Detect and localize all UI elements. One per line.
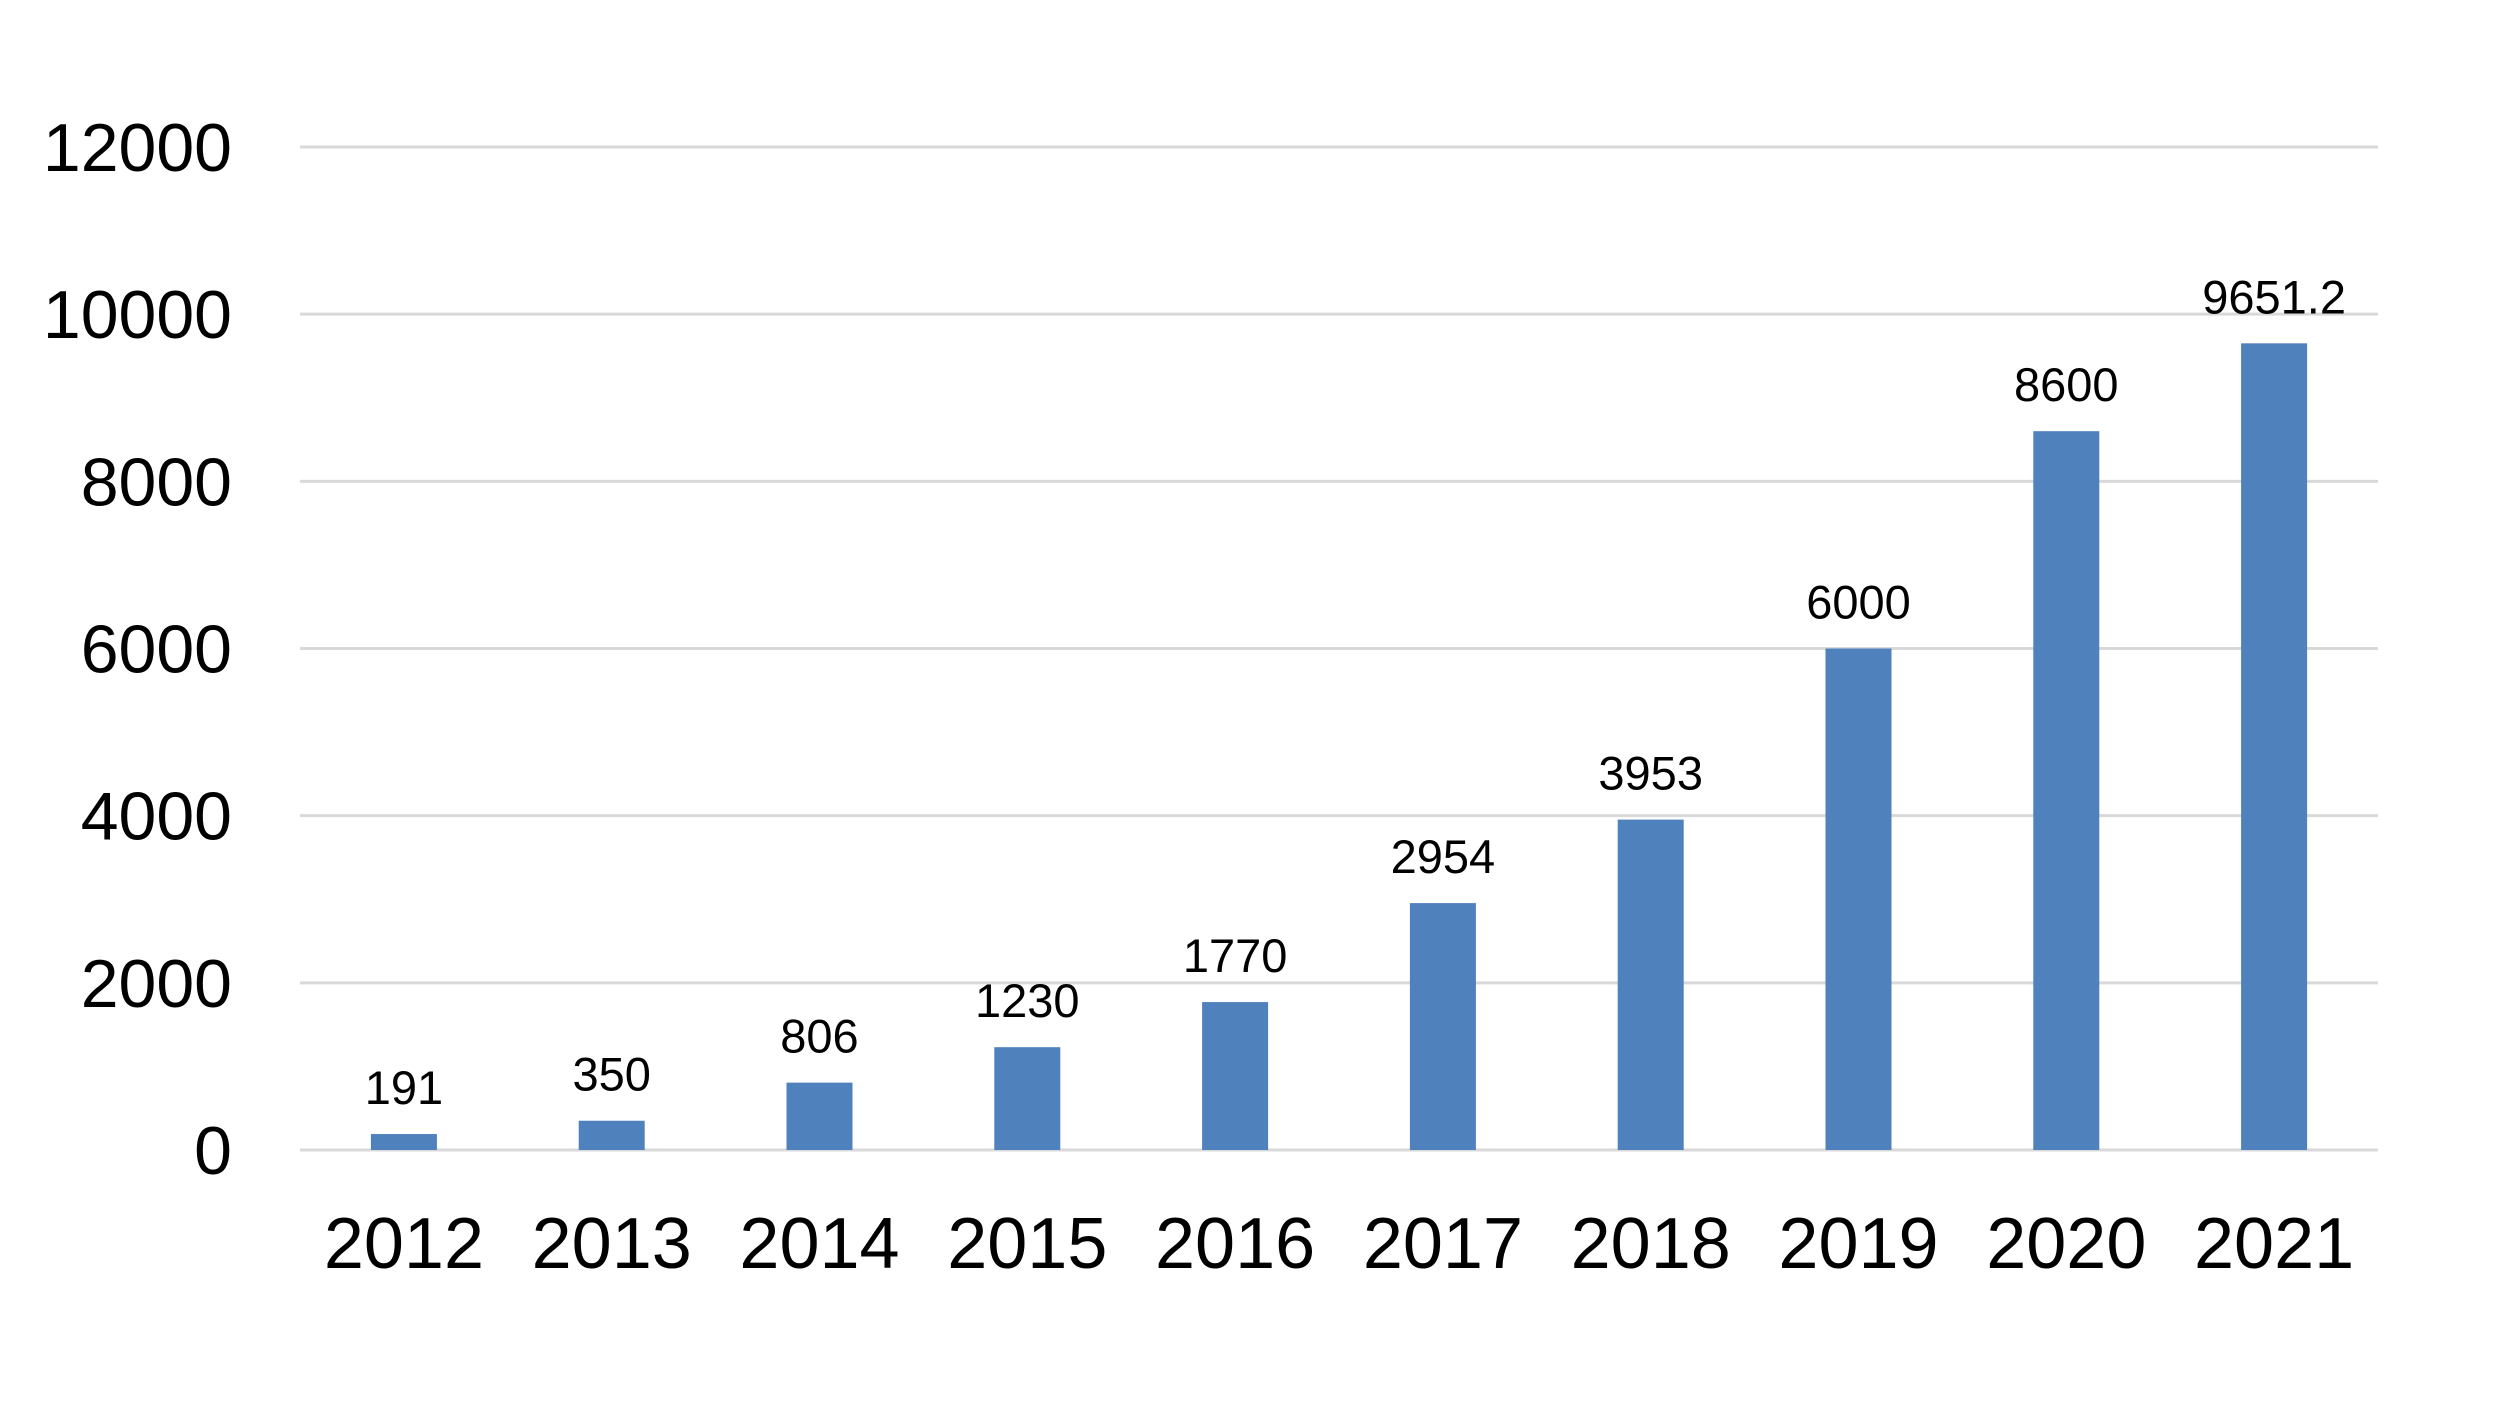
data-label: 8600 <box>2014 358 2119 411</box>
data-label: 3953 <box>1598 747 1703 800</box>
bars <box>370 343 2308 1150</box>
bar <box>1825 648 1892 1150</box>
x-tick-label: 2016 <box>1155 1204 1315 1284</box>
data-label: 350 <box>572 1048 650 1101</box>
data-label: 806 <box>780 1010 858 1063</box>
data-label: 191 <box>365 1061 443 1114</box>
bar <box>994 1047 1061 1150</box>
data-label: 6000 <box>1806 576 1911 629</box>
x-tick-label: 2015 <box>947 1204 1107 1284</box>
x-tick-label: 2013 <box>532 1204 692 1284</box>
bar <box>1202 1002 1269 1150</box>
x-tick-label: 2021 <box>2194 1204 2354 1284</box>
bar <box>578 1120 645 1150</box>
x-tick-label: 2018 <box>1571 1204 1731 1284</box>
data-label: 1770 <box>1183 929 1288 982</box>
x-tick-label: 2014 <box>739 1204 899 1284</box>
y-tick-label: 0 <box>194 1113 232 1189</box>
x-tick-label: 2017 <box>1363 1204 1523 1284</box>
y-tick-label: 2000 <box>81 946 232 1022</box>
x-axis-tick-labels: 2012 2013 2014 2015 2016 2017 2018 2019 2020 2021 <box>324 1204 2354 1284</box>
data-label: 1230 <box>975 974 1080 1027</box>
data-labels: 191 350 806 1230 1770 2954 3953 6000 8600 9651.2 <box>365 270 2346 1114</box>
y-axis-tick-labels: 0 2000 4000 6000 8000 10000 12000 <box>43 110 232 1189</box>
bar <box>2241 343 2308 1150</box>
bar <box>1409 903 1476 1150</box>
gridlines <box>300 145 2378 1152</box>
y-tick-label: 8000 <box>81 444 232 520</box>
bar <box>786 1082 853 1150</box>
y-tick-label: 6000 <box>81 612 232 688</box>
data-label: 9651.2 <box>2202 270 2346 323</box>
data-label: 2954 <box>1391 830 1496 883</box>
y-tick-label: 10000 <box>43 277 232 353</box>
bar <box>2033 431 2100 1150</box>
y-tick-label: 4000 <box>81 779 232 855</box>
x-tick-label: 2012 <box>324 1204 484 1284</box>
bar <box>1617 819 1684 1150</box>
bar <box>370 1134 437 1150</box>
x-tick-label: 2020 <box>1986 1204 2146 1284</box>
y-tick-label: 12000 <box>43 110 232 186</box>
x-tick-label: 2019 <box>1778 1204 1938 1284</box>
